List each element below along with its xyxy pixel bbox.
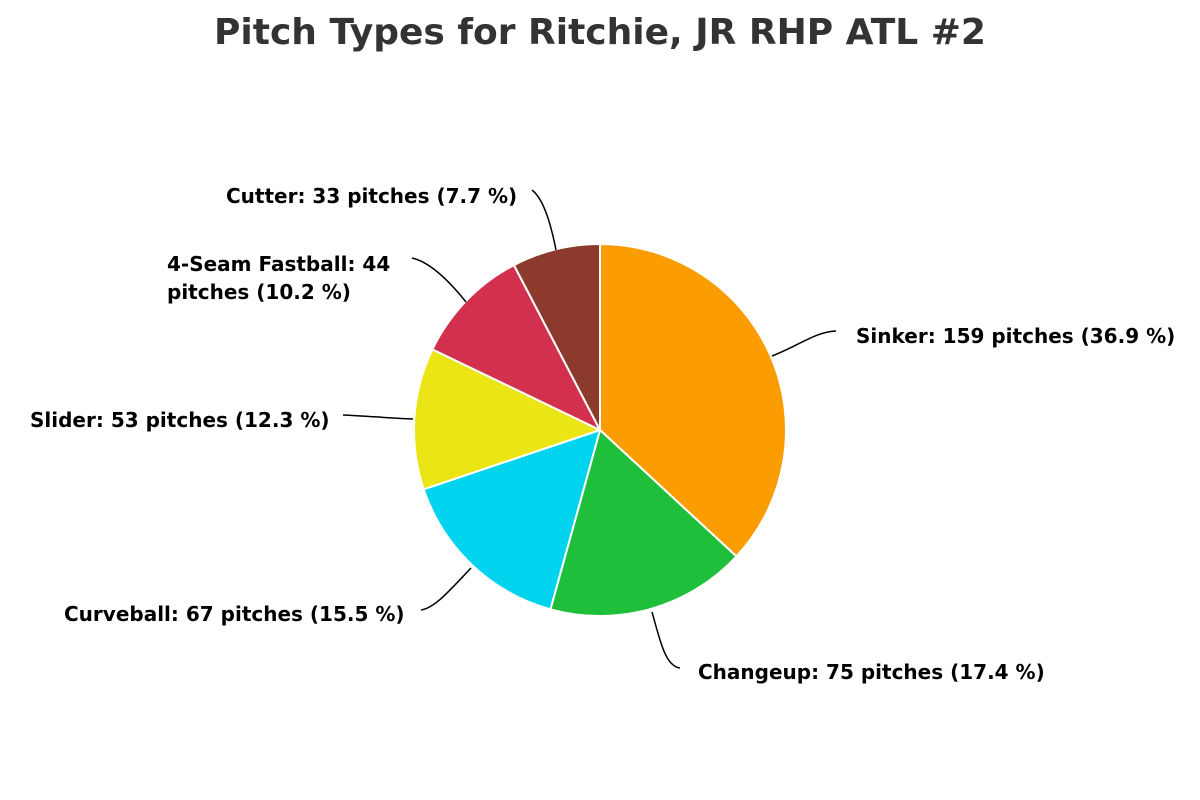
pie-slices — [413, 243, 787, 617]
chart-title: Pitch Types for Ritchie, JR RHP ATL #2 — [214, 12, 986, 53]
connector-slider — [342, 414, 414, 420]
pie-slice-slider[interactable] — [413, 348, 601, 491]
label-cutter: Cutter: 33 pitches (7.7 %) — [226, 184, 517, 208]
connector-4-seam-fastball — [411, 257, 467, 303]
label-line: Cutter: 33 pitches (7.7 %) — [226, 184, 517, 208]
slice-labels: Sinker: 159 pitches (36.9 %) Changeup: 75… — [30, 184, 1175, 684]
label-line: Slider: 53 pitches (12.3 %) — [30, 408, 330, 432]
label-line: pitches (10.2 %) — [167, 280, 351, 304]
label-curveball: Curveball: 67 pitches (15.5 %) — [64, 602, 405, 626]
label-connectors — [342, 189, 837, 669]
pie-slice-changeup[interactable] — [549, 429, 738, 617]
label-line: 4-Seam Fastball: 44 — [167, 252, 390, 276]
label-sinker: Sinker: 159 pitches (36.9 %) — [856, 324, 1175, 348]
label-slider: Slider: 53 pitches (12.3 %) — [30, 408, 330, 432]
pie-slice-4-seam-fastball[interactable] — [431, 264, 601, 431]
connector-curveball — [420, 567, 472, 611]
pie-slice-sinker[interactable] — [599, 243, 787, 558]
connector-changeup — [651, 611, 681, 669]
connector-cutter — [531, 189, 557, 251]
label-line: Changeup: 75 pitches (17.4 %) — [698, 660, 1045, 684]
label-changeup: Changeup: 75 pitches (17.4 %) — [698, 660, 1045, 684]
connector-sinker — [771, 330, 837, 357]
label-line: Sinker: 159 pitches (36.9 %) — [856, 324, 1175, 348]
label-4-seam-fastball: 4-Seam Fastball: 44 pitches (10.2 %) — [167, 252, 390, 304]
label-line: Curveball: 67 pitches (15.5 %) — [64, 602, 405, 626]
